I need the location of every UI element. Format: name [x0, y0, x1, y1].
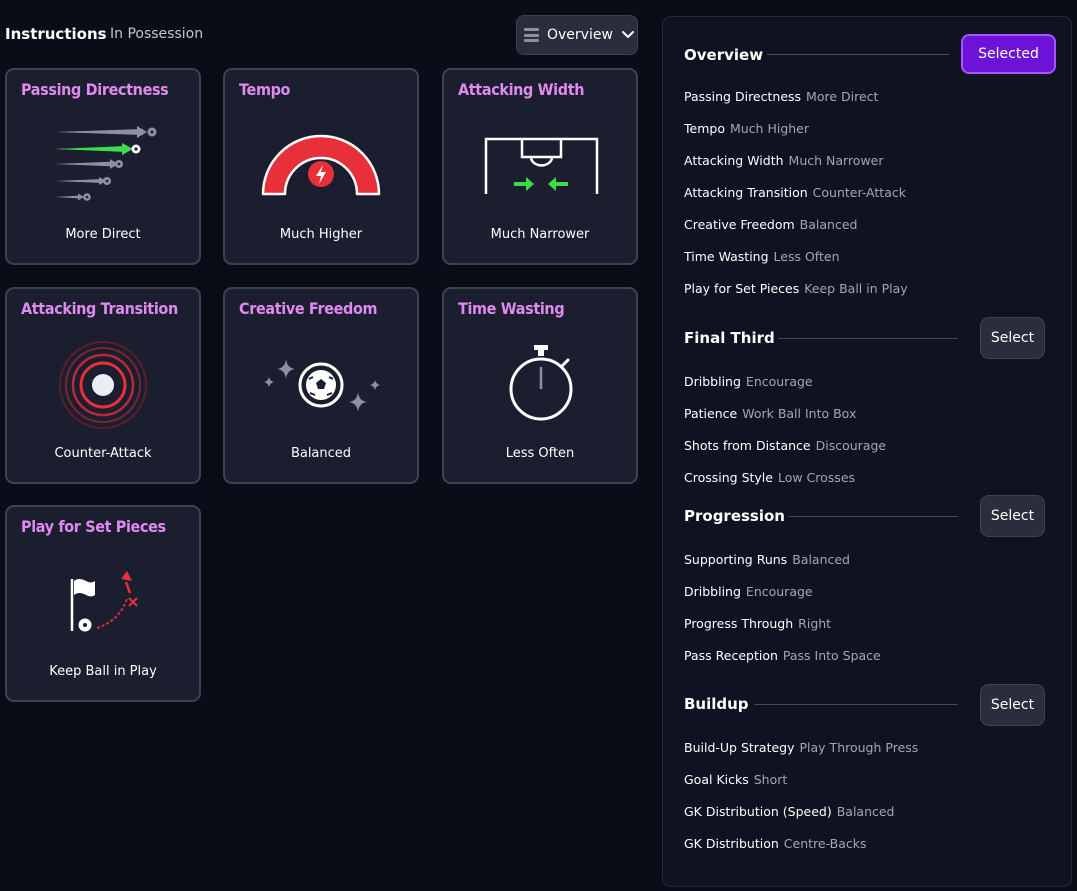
summary-row: Dribbling Encourage	[684, 584, 813, 599]
card-time-wasting[interactable]: Time Wasting Less Often	[442, 287, 638, 484]
pitch-width-icon	[484, 137, 599, 194]
card-title: Passing Directness	[21, 80, 169, 99]
section-title-buildup: Buildup	[684, 695, 749, 713]
card-title: Play for Set Pieces	[21, 517, 166, 536]
summary-row: Attacking Width Much Narrower	[684, 153, 884, 168]
card-title: Time Wasting	[458, 299, 565, 318]
summary-row: Shots from Distance Discourage	[684, 438, 887, 453]
list-icon	[524, 28, 539, 42]
corner-flag-icon	[70, 571, 138, 632]
card-value: More Direct	[65, 227, 141, 242]
summary-row: Attacking Transition Counter-Attack	[684, 185, 906, 200]
card-attacking-width[interactable]: Attacking Width Much Narrower	[442, 68, 638, 265]
overview-selected-button[interactable]: Selected	[961, 34, 1056, 74]
summary-row: Supporting Runs Balanced	[684, 552, 850, 567]
view-dropdown[interactable]: Overview	[516, 15, 638, 55]
summary-row: Time Wasting Less Often	[684, 249, 840, 264]
progression-select-button[interactable]: Select	[980, 495, 1045, 537]
ball-sparkle-icon	[264, 359, 380, 412]
summary-row: Goal Kicks Short	[684, 772, 788, 787]
card-attacking-transition[interactable]: Attacking Transition Counter-Attack	[5, 287, 201, 484]
tempo-gauge-icon	[261, 134, 381, 196]
card-value: Balanced	[290, 446, 352, 461]
card-value: Keep Ball in Play	[49, 664, 157, 679]
card-creative-freedom[interactable]: Creative Freedom Balanced	[223, 287, 419, 484]
section-divider	[754, 704, 958, 705]
card-title: Creative Freedom	[239, 299, 378, 318]
transition-rings-icon	[59, 341, 147, 429]
section-title-progression: Progression	[684, 507, 785, 525]
card-title: Tempo	[239, 80, 291, 99]
section-divider	[778, 338, 958, 339]
view-dropdown-label: Overview	[547, 27, 613, 43]
summary-row: Passing Directness More Direct	[684, 89, 879, 104]
summary-row: Tempo Much Higher	[684, 121, 810, 136]
summary-row: Build-Up Strategy Play Through Press	[684, 740, 919, 755]
chevron-down-icon	[621, 31, 634, 38]
card-value: Much Narrower	[490, 227, 590, 242]
summary-panel: Overview Selected Passing Directness More…	[662, 16, 1072, 887]
page-subtitle-tab[interactable]: In Possession	[110, 26, 204, 42]
card-tempo[interactable]: Tempo Much Higher	[223, 68, 419, 265]
section-title-final-third: Final Third	[684, 329, 775, 347]
summary-row: Dribbling Encourage	[684, 374, 813, 389]
card-title: Attacking Transition	[21, 299, 178, 318]
page-title: Instructions	[5, 25, 107, 43]
section-title-overview: Overview	[684, 46, 764, 64]
buildup-select-button[interactable]: Select	[980, 684, 1045, 726]
summary-row: Crossing Style Low Crosses	[684, 470, 856, 485]
summary-row: Patience Work Ball Into Box	[684, 406, 857, 421]
card-value: Much Higher	[279, 227, 363, 242]
card-value: Less Often	[505, 446, 575, 461]
card-passing-directness[interactable]: Passing Directness More Direct	[5, 68, 201, 265]
summary-row: Creative Freedom Balanced	[684, 217, 858, 232]
summary-row: GK Distribution Centre-Backs	[684, 836, 867, 851]
summary-row: Play for Set Pieces Keep Ball in Play	[684, 281, 908, 296]
card-title: Attacking Width	[458, 80, 585, 99]
final-third-select-button[interactable]: Select	[980, 317, 1045, 359]
section-divider	[767, 54, 949, 55]
passing-arrows-icon	[55, 126, 157, 201]
stopwatch-icon	[509, 345, 573, 421]
section-divider	[788, 516, 958, 517]
summary-row: GK Distribution (Speed) Balanced	[684, 804, 895, 819]
summary-row: Progress Through Right	[684, 616, 832, 631]
card-value: Counter-Attack	[54, 446, 152, 461]
summary-row: Pass Reception Pass Into Space	[684, 648, 881, 663]
card-play-for-set-pieces[interactable]: Play for Set Pieces Keep Ball in Play	[5, 505, 201, 702]
